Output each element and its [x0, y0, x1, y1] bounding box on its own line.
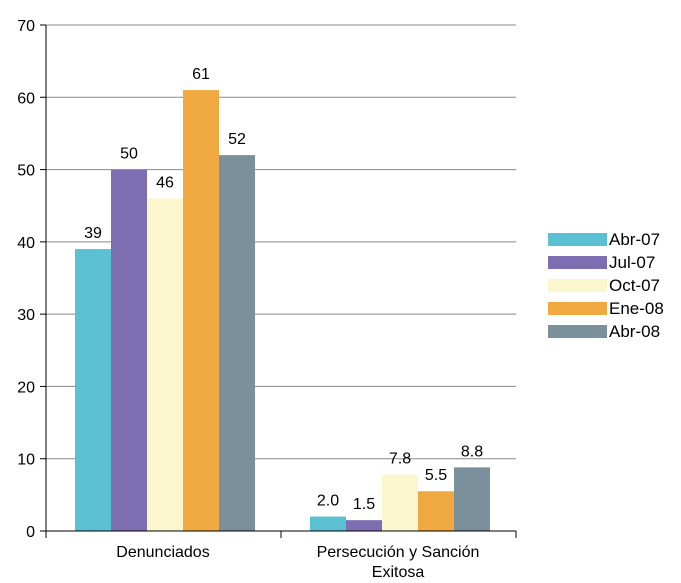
data-label: 39 — [84, 225, 102, 242]
legend-swatch — [548, 279, 607, 292]
y-tick-label: 30 — [17, 307, 35, 324]
y-tick-label: 10 — [17, 452, 35, 469]
data-label: 50 — [120, 146, 138, 163]
legend: Abr-07 Jul-07 Oct-07 Ene-08 Abr-08 — [548, 230, 664, 341]
legend-label: Abr-07 — [609, 230, 660, 249]
x-category-label: Persecución y Sanción Exitosa — [317, 544, 480, 581]
data-labels: 39 2.0 50 1.5 46 7.8 61 5.5 52 8.8 — [84, 66, 483, 513]
legend-swatch — [548, 256, 607, 269]
y-tick-label: 70 — [17, 18, 35, 35]
x-category-label: Denunciados — [116, 544, 209, 561]
bar — [111, 169, 147, 532]
legend-swatch — [548, 302, 607, 315]
legend-label: Jul-07 — [609, 253, 655, 272]
data-label: 5.5 — [425, 467, 447, 484]
bar — [418, 491, 454, 531]
y-tick-label: 50 — [17, 163, 35, 180]
data-label: 8.8 — [461, 443, 483, 460]
y-tick-label: 60 — [17, 90, 35, 107]
data-label: 7.8 — [389, 451, 411, 468]
data-label: 1.5 — [353, 496, 375, 513]
bar — [183, 90, 219, 532]
bar — [219, 155, 255, 531]
bar — [75, 249, 111, 532]
x-category-label-line: Exitosa — [372, 564, 425, 581]
x-axis: Denunciados Persecución y Sanción Exitosa — [45, 530, 517, 581]
y-tick-label: 20 — [17, 379, 35, 396]
y-tick-label: 40 — [17, 235, 35, 252]
y-axis: 0 10 20 30 40 50 60 70 — [17, 18, 47, 541]
data-label: 46 — [156, 174, 174, 191]
bars — [75, 90, 490, 532]
x-category-label-line: Persecución y Sanción — [317, 544, 480, 561]
bar — [454, 467, 490, 531]
data-label: 52 — [228, 131, 246, 148]
legend-label: Oct-07 — [609, 276, 660, 295]
bar — [310, 516, 346, 531]
bar — [382, 474, 418, 531]
legend-swatch — [548, 325, 607, 338]
data-label: 2.0 — [317, 493, 339, 510]
legend-label: Abr-08 — [609, 322, 660, 341]
y-tick-label: 0 — [26, 524, 35, 541]
data-label: 61 — [192, 66, 210, 83]
legend-label: Ene-08 — [609, 299, 664, 318]
x-category-label-line: Denunciados — [116, 544, 209, 561]
legend-swatch — [548, 233, 607, 246]
bar — [147, 198, 183, 531]
bar — [346, 520, 382, 531]
